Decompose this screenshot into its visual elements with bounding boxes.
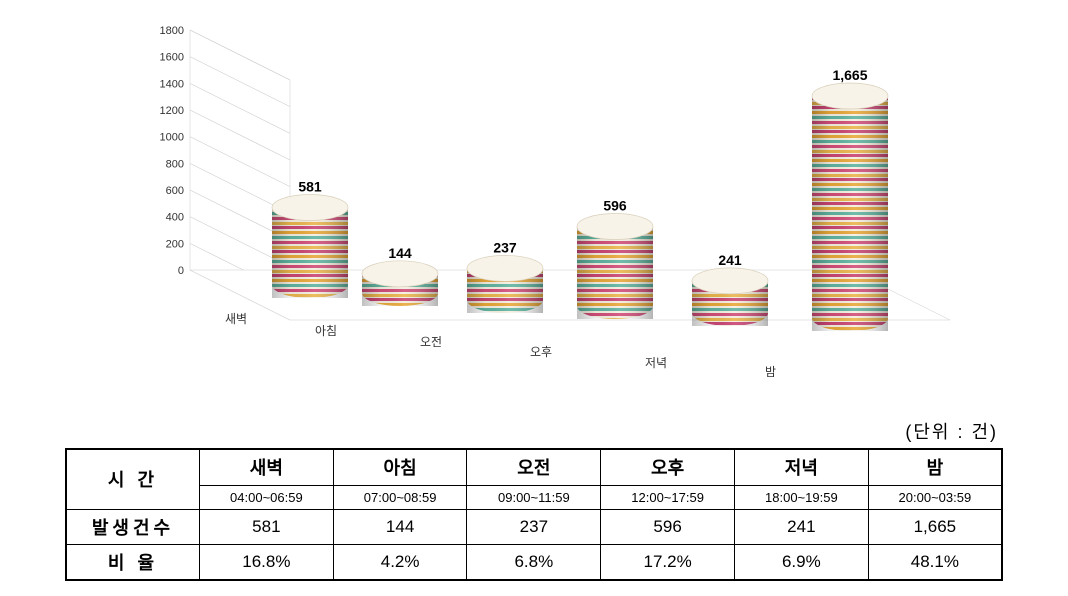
svg-text:1400: 1400: [160, 78, 184, 90]
cell-count-0: 581: [199, 509, 333, 544]
header-col-2-name: 오전: [467, 449, 601, 485]
svg-text:1000: 1000: [160, 132, 184, 144]
table-header-row-names: 시 간 새벽 아침 오전 오후 저녁 밤: [66, 449, 1002, 485]
table-row-count: 발생건수 581 144 237 596 241 1,665: [66, 509, 1002, 544]
data-table-wrap: 시 간 새벽 아침 오전 오후 저녁 밤 04:00~06:59 07:00~0…: [65, 448, 1003, 581]
header-col-5-name: 밤: [868, 449, 1002, 485]
header-col-5-range: 20:00~03:59: [868, 485, 1002, 509]
chart-svg: 0 200 400 600 800 1000 1200 1400 1600 1800 581 144…: [140, 10, 960, 410]
header-col-4-name: 저녁: [734, 449, 868, 485]
bar-5: 1,665: [812, 67, 888, 331]
category-label-4: 저녁: [645, 356, 667, 370]
bar-value-label-0: 581: [298, 179, 322, 195]
cell-ratio-2: 6.8%: [467, 544, 601, 580]
bar-value-label-1: 144: [388, 245, 412, 261]
bar-value-label-5: 1,665: [832, 67, 867, 83]
header-col-0-range: 04:00~06:59: [199, 485, 333, 509]
header-col-1-range: 07:00~08:59: [333, 485, 467, 509]
header-col-3-range: 12:00~17:59: [601, 485, 735, 509]
cell-count-3: 596: [601, 509, 735, 544]
unit-label: (단위 : 건): [905, 418, 998, 444]
bar-1: 144: [362, 245, 438, 306]
bar-2: 237: [467, 239, 543, 313]
cell-count-2: 237: [467, 509, 601, 544]
cell-ratio-4: 6.9%: [734, 544, 868, 580]
header-col-0-name: 새벽: [199, 449, 333, 485]
bar-value-label-2: 237: [493, 239, 517, 255]
category-label-5: 밤: [765, 365, 776, 379]
cell-count-4: 241: [734, 509, 868, 544]
svg-text:1800: 1800: [160, 25, 184, 37]
header-col-3-name: 오후: [601, 449, 735, 485]
cell-ratio-0: 16.8%: [199, 544, 333, 580]
row-label-ratio: 비 율: [66, 544, 199, 580]
svg-text:600: 600: [166, 185, 184, 197]
header-time: 시 간: [66, 449, 199, 509]
svg-text:1200: 1200: [160, 105, 184, 117]
bar-4: 241: [692, 252, 768, 326]
category-label-3: 오후: [530, 345, 552, 359]
bar-3: 596: [577, 198, 653, 319]
category-label-2: 오전: [420, 335, 442, 349]
row-label-count: 발생건수: [66, 509, 199, 544]
bar-value-label-4: 241: [718, 252, 742, 268]
cell-ratio-1: 4.2%: [333, 544, 467, 580]
svg-text:200: 200: [166, 238, 184, 250]
header-col-2-range: 09:00~11:59: [467, 485, 601, 509]
header-col-1-name: 아침: [333, 449, 467, 485]
cell-count-1: 144: [333, 509, 467, 544]
cell-count-5: 1,665: [868, 509, 1002, 544]
header-col-4-range: 18:00~19:59: [734, 485, 868, 509]
data-table: 시 간 새벽 아침 오전 오후 저녁 밤 04:00~06:59 07:00~0…: [65, 448, 1003, 581]
table-header-row-ranges: 04:00~06:59 07:00~08:59 09:00~11:59 12:0…: [66, 485, 1002, 509]
bar-value-label-3: 596: [603, 198, 627, 214]
svg-text:0: 0: [178, 265, 184, 277]
cell-ratio-3: 17.2%: [601, 544, 735, 580]
chart-3d-bar: 0 200 400 600 800 1000 1200 1400 1600 1800 581 144…: [140, 10, 960, 410]
category-label-0: 새벽: [225, 312, 247, 326]
table-row-ratio: 비 율 16.8% 4.2% 6.8% 17.2% 6.9% 48.1%: [66, 544, 1002, 580]
cell-ratio-5: 48.1%: [868, 544, 1002, 580]
svg-text:1600: 1600: [160, 52, 184, 64]
svg-text:400: 400: [166, 212, 184, 224]
svg-text:800: 800: [166, 158, 184, 170]
category-label-1: 아침: [315, 324, 337, 338]
